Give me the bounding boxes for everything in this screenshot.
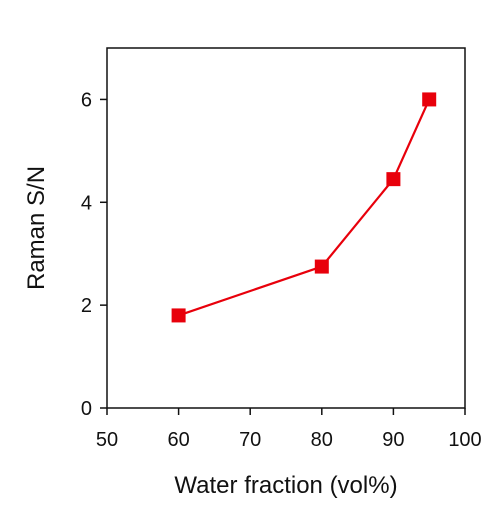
y-tick-label: 2 xyxy=(81,295,92,317)
x-tick-label: 80 xyxy=(311,429,333,451)
x-tick-label: 60 xyxy=(167,429,189,451)
x-tick-label: 70 xyxy=(239,429,261,451)
data-point-marker xyxy=(314,259,329,274)
series-line xyxy=(178,98,431,317)
y-tick-label: 4 xyxy=(81,192,92,214)
data-point-marker xyxy=(386,172,401,187)
x-tick-label: 90 xyxy=(382,429,404,451)
y-tick-label: 6 xyxy=(81,89,92,111)
x-tick-label: 100 xyxy=(448,429,481,451)
y-tick-label: 0 xyxy=(81,398,92,420)
data-point-marker xyxy=(171,308,186,323)
series-layer xyxy=(171,92,437,323)
x-tick-label: 50 xyxy=(96,429,118,451)
x-axis-title: Water fraction (vol%) xyxy=(174,472,397,499)
x-axis-ticks: 50 60 70 80 90 100 xyxy=(96,408,482,451)
y-axis-ticks: 0 2 4 6 xyxy=(81,89,107,420)
plot-frame xyxy=(106,47,466,409)
y-axis-title: Raman S/N xyxy=(23,166,50,290)
data-point-marker xyxy=(422,92,437,107)
